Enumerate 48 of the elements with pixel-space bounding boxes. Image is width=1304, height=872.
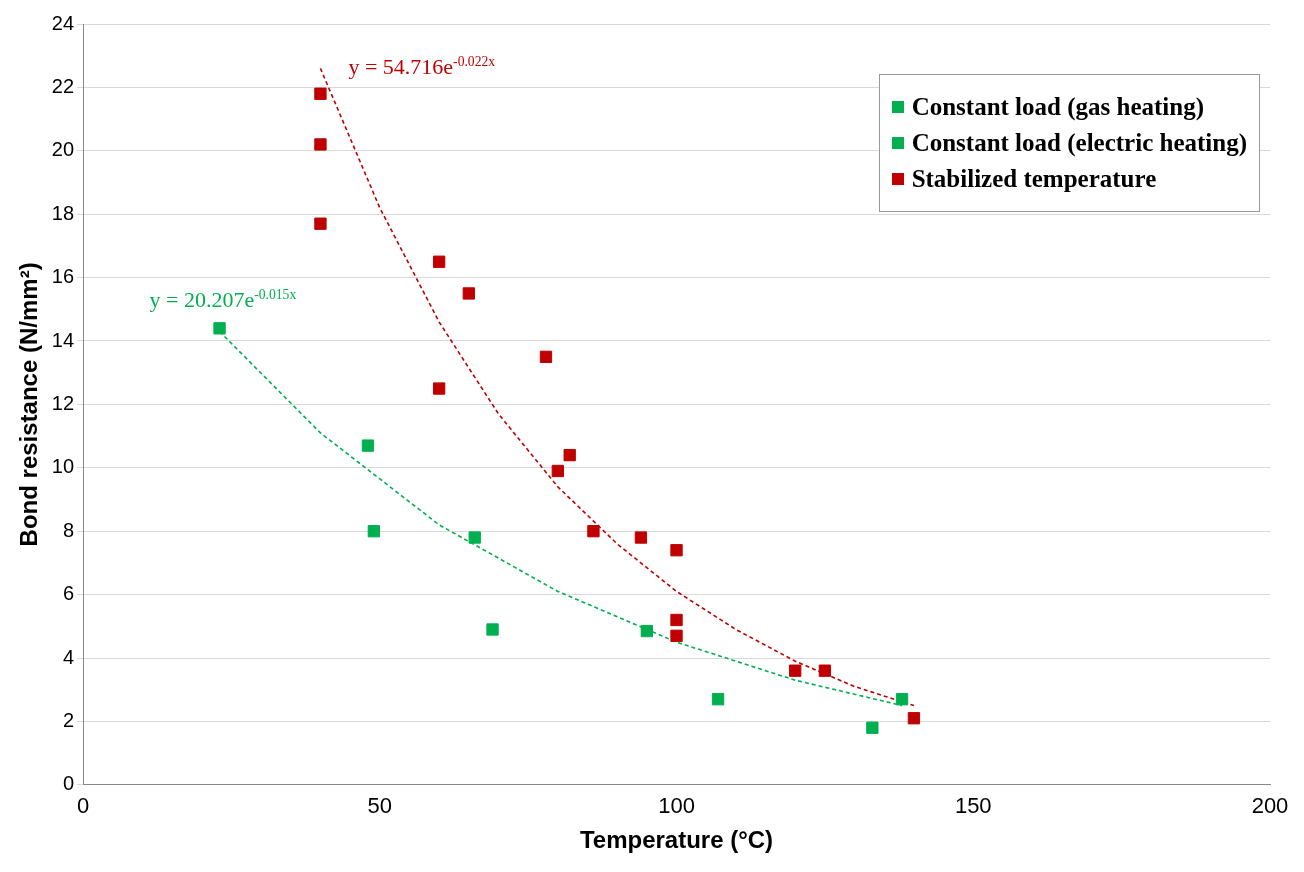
point	[539, 350, 553, 364]
point	[563, 448, 576, 462]
legend-label: Constant load (gas heating)	[911, 93, 1205, 121]
y-tick-label: 14	[51, 328, 75, 351]
point	[213, 322, 226, 335]
x-axis-title: Temperature (°C)	[579, 826, 774, 854]
point	[634, 531, 648, 544]
legend-label: Constant load (electric heating)	[911, 129, 1247, 157]
point	[640, 624, 654, 638]
point	[818, 664, 832, 677]
x-tick-label: 200	[1251, 793, 1289, 819]
y-tick-label: 16	[51, 265, 75, 288]
y-tick-label: 6	[62, 582, 75, 605]
y-tick-label: 22	[51, 74, 75, 97]
point	[670, 544, 683, 557]
y-tick-label: 18	[51, 201, 75, 224]
y-tick-label: 12	[51, 391, 75, 414]
point	[895, 693, 909, 706]
y-tick-label: 2	[62, 708, 75, 731]
y-tick-label: 0	[62, 772, 75, 795]
y-axis-title: Bond resistance (N/mm²)	[15, 262, 43, 547]
y-tick-label: 4	[62, 645, 75, 668]
point	[789, 664, 802, 677]
point	[432, 382, 446, 395]
point	[314, 87, 327, 100]
point	[462, 287, 475, 300]
point	[432, 255, 446, 268]
point	[486, 623, 499, 636]
point	[314, 217, 327, 230]
legend-label: Stabilized temperature	[911, 165, 1157, 193]
point	[866, 721, 879, 734]
point	[587, 525, 600, 538]
y-tick-label: 10	[51, 455, 75, 478]
point	[367, 525, 381, 538]
point	[551, 464, 564, 478]
point	[670, 613, 683, 627]
y-tick-label: 24	[51, 11, 75, 34]
point	[670, 629, 683, 642]
x-tick-label: 150	[954, 793, 992, 819]
point	[468, 531, 481, 544]
x-tick-label: 100	[658, 793, 695, 819]
point	[711, 693, 725, 706]
point	[361, 439, 375, 452]
y-tick-label: 8	[62, 518, 75, 541]
point	[314, 138, 327, 151]
point	[907, 712, 921, 725]
x-tick-label: 50	[367, 793, 393, 819]
y-tick-label: 20	[51, 138, 75, 161]
